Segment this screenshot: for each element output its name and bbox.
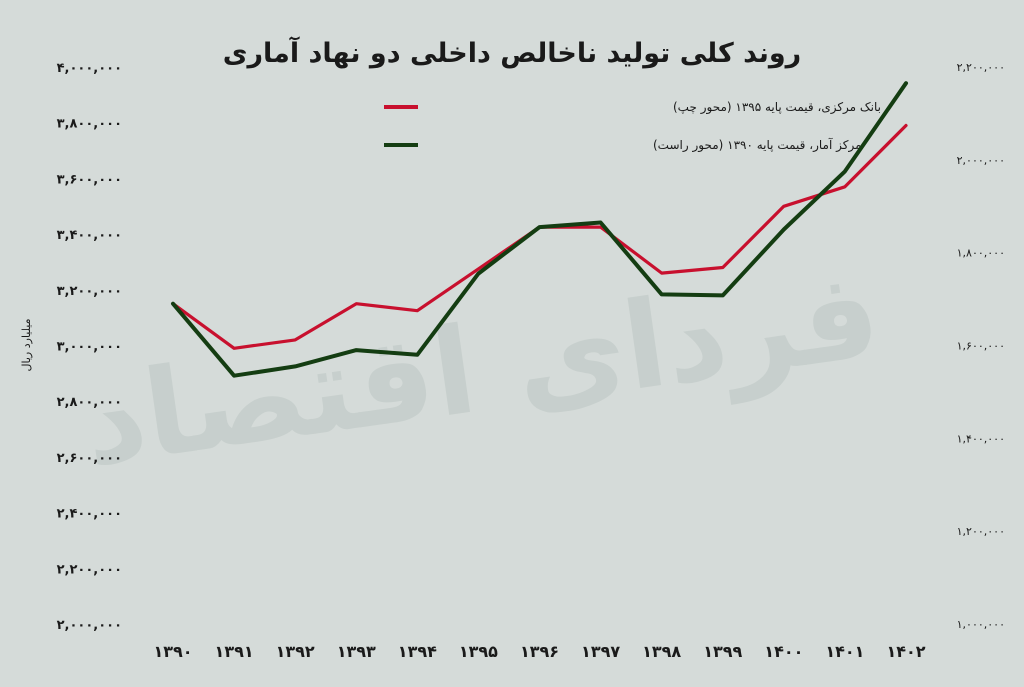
watermark: فردای اقتصاد: [75, 245, 888, 494]
x-tick-label: ۱۳۹۲: [276, 642, 315, 661]
right-tick-label: ۱,۲۰۰,۰۰۰: [957, 525, 1005, 538]
right-tick-label: ۱,۰۰۰,۰۰۰: [957, 618, 1005, 631]
x-tick-label: ۱۳۹۵: [459, 642, 498, 661]
right-tick-label: ۲,۰۰۰,۰۰۰: [957, 154, 1005, 167]
legend: بانک مرکزی، قیمت پایه ۱۳۹۵ (محور چپ) مرک…: [384, 100, 881, 153]
x-tick-label: ۱۴۰۱: [825, 642, 864, 661]
left-tick-label: ۳,۸۰۰,۰۰۰: [57, 117, 122, 132]
x-tick-label: ۱۳۹۶: [520, 642, 559, 661]
left-tick-label: ۳,۰۰۰,۰۰۰: [57, 340, 122, 355]
left-tick-label: ۲,۶۰۰,۰۰۰: [57, 451, 122, 466]
x-tick-label: ۱۳۹۰: [153, 642, 192, 661]
legend-label-central-bank: بانک مرکزی، قیمت پایه ۱۳۹۵ (محور چپ): [673, 100, 881, 115]
series-group: [171, 81, 908, 378]
right-tick-label: ۱,۸۰۰,۰۰۰: [957, 247, 1005, 260]
x-tick-label: ۱۴۰۲: [886, 642, 925, 661]
x-tick-label: ۱۳۹۱: [215, 642, 254, 661]
series-line-statistical-center: [171, 81, 908, 378]
x-tick-label: ۱۴۰۰: [764, 642, 803, 661]
x-tick-label: ۱۳۹۹: [703, 642, 742, 661]
x-tick-label: ۱۳۹۸: [642, 642, 681, 661]
left-tick-label: ۲,۰۰۰,۰۰۰: [57, 618, 122, 633]
right-tick-label: ۱,۶۰۰,۰۰۰: [957, 340, 1005, 353]
right-axis-ticks: ۱,۰۰۰,۰۰۰ ۱,۲۰۰,۰۰۰ ۱,۴۰۰,۰۰۰ ۱,۶۰۰,۰۰۰ ۱,۸۰…: [957, 61, 1005, 631]
chart-title: روند کلی تولید ناخالص داخلی دو نهاد آمار…: [223, 36, 801, 69]
x-axis-ticks: ۱۳۹۰ ۱۳۹۱ ۱۳۹۲ ۱۳۹۳ ۱۳۹۴ ۱۳۹۵ ۱۳۹۶ ۱۳۹۷ ۱۳۹۸ ۱۳۹۹…: [153, 642, 925, 661]
left-tick-label: ۳,۶۰۰,۰۰۰: [57, 172, 122, 187]
x-tick-label: ۱۳۹۳: [337, 642, 376, 661]
x-tick-label: ۱۳۹۴: [398, 642, 437, 661]
left-tick-label: ۲,۴۰۰,۰۰۰: [57, 507, 122, 522]
legend-label-statistical-center: مرکز آمار، قیمت پایه ۱۳۹۰ (محور راست): [653, 137, 862, 153]
right-tick-label: ۲,۲۰۰,۰۰۰: [957, 61, 1005, 74]
left-axis-ticks: ۲,۰۰۰,۰۰۰ ۲,۲۰۰,۰۰۰ ۲,۴۰۰,۰۰۰ ۲,۶۰۰,۰۰۰ ۲,۸۰…: [57, 61, 122, 633]
x-tick-label: ۱۳۹۷: [581, 642, 620, 661]
right-tick-label: ۱,۴۰۰,۰۰۰: [957, 432, 1005, 445]
left-tick-label: ۴,۰۰۰,۰۰۰: [57, 61, 122, 76]
left-tick-label: ۳,۴۰۰,۰۰۰: [57, 228, 122, 243]
left-tick-label: ۲,۸۰۰,۰۰۰: [57, 395, 122, 410]
left-tick-label: ۲,۲۰۰,۰۰۰: [57, 562, 122, 577]
y-axis-label: میلیارد ریال: [20, 318, 33, 371]
left-tick-label: ۳,۲۰۰,۰۰۰: [57, 284, 122, 299]
